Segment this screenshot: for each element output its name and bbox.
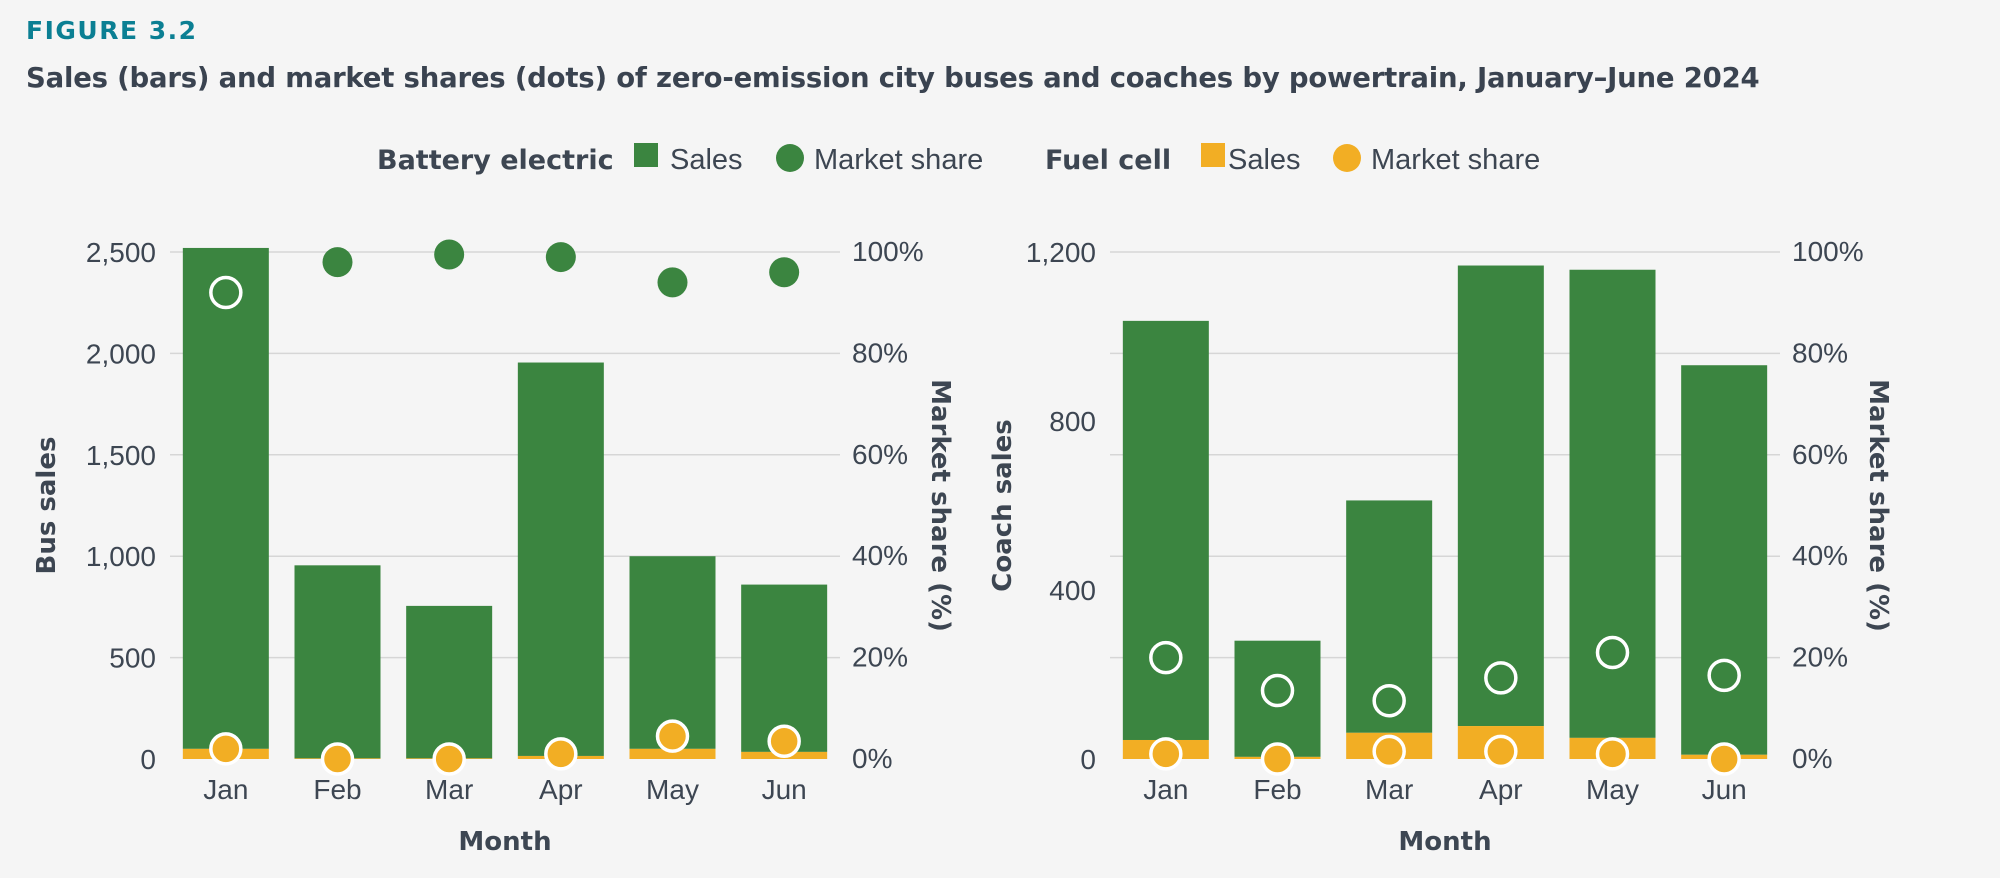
legend-square-marker <box>634 143 658 167</box>
fuel-cell-share-dot <box>1707 742 1741 776</box>
y2-tick-label: 0% <box>1792 743 1832 774</box>
battery-electric-bar <box>741 584 828 752</box>
legend-label: Market share <box>814 144 983 176</box>
battery-electric-share-dot <box>434 239 465 270</box>
x-axis-title: Month <box>458 827 551 857</box>
y2-tick-label: 40% <box>1792 540 1848 571</box>
x-tick-label: Jun <box>1702 774 1747 805</box>
legend-heading: Fuel cell <box>1045 145 1171 176</box>
battery-electric-share-dot <box>209 275 243 310</box>
x-tick-label: May <box>646 774 699 805</box>
battery-electric-bar <box>1457 265 1544 727</box>
battery-electric-share-dot <box>657 267 688 298</box>
legend-circle-marker <box>1333 144 1361 172</box>
y-tick-label: 400 <box>1049 575 1096 606</box>
y2-axis-title: Market share (%) <box>925 379 955 632</box>
x-tick-label: Apr <box>539 774 583 805</box>
fuel-cell-share-dot <box>432 742 466 776</box>
fuel-cell-share-dot <box>655 719 690 753</box>
battery-electric-share-dot <box>545 242 576 273</box>
y2-tick-label: 100% <box>1792 236 1864 267</box>
y-axis-title: Coach sales <box>988 419 1018 592</box>
x-tick-label: Jan <box>203 774 248 805</box>
coach-sales-panel: 0% 20% 40% 60% 80% 100% 0 400 800 1,200 Jan Feb Mar A… <box>988 236 1893 857</box>
y2-tick-label: 40% <box>852 540 908 571</box>
y2-axis-title: Market share (%) <box>1863 379 1893 632</box>
y-axis-title: Bus sales <box>32 437 62 575</box>
y-tick-label: 2,000 <box>86 338 156 369</box>
fuel-cell-share-dot <box>1484 734 1518 769</box>
legend-heading: Battery electric <box>377 145 614 176</box>
fuel-cell-share-dot <box>1149 737 1183 771</box>
x-tick-label: May <box>1586 774 1639 805</box>
battery-electric-share-dot <box>1484 661 1518 695</box>
fuel-cell-share-dot <box>767 724 801 759</box>
battery-electric-bar <box>294 565 381 759</box>
legend-square-marker <box>1201 143 1225 167</box>
y2-tick-label: 80% <box>852 337 908 368</box>
y-tick-label: 1,200 <box>1026 237 1096 268</box>
fuel-cell-share-dot <box>209 732 243 766</box>
battery-electric-share-dot <box>1707 658 1741 693</box>
battery-electric-share-dot <box>1595 635 1630 670</box>
y2-tick-label: 20% <box>852 642 908 673</box>
x-tick-label: Feb <box>313 774 361 805</box>
y2-tick-label: 60% <box>1792 439 1848 470</box>
fuel-cell-share-dot <box>1595 737 1630 771</box>
x-tick-label: Apr <box>1479 774 1523 805</box>
fuel-cell-share-dot <box>1260 742 1295 776</box>
y2-tick-label: 80% <box>1792 337 1848 368</box>
battery-electric-bar <box>1122 320 1209 740</box>
battery-electric-bar <box>629 556 716 749</box>
y2-tick-label: 60% <box>852 439 908 470</box>
battery-electric-share-dot <box>769 257 800 288</box>
battery-electric-share-dot <box>1372 683 1406 718</box>
y-tick-label: 0 <box>140 744 156 775</box>
y-tick-label: 1,500 <box>86 440 156 471</box>
x-tick-label: Jun <box>762 774 807 805</box>
battery-electric-bar <box>517 362 604 756</box>
figure-label: FIGURE 3.2 <box>26 16 198 45</box>
y2-tick-label: 20% <box>1792 642 1848 673</box>
battery-electric-share-dot <box>1149 640 1183 675</box>
legend-label: Sales <box>670 144 743 176</box>
legend-circle-marker <box>776 144 804 172</box>
battery-electric-share-dot <box>322 247 353 278</box>
x-tick-label: Mar <box>1365 774 1413 805</box>
y-tick-label: 0 <box>1080 744 1096 775</box>
fuel-cell-share-dot <box>1372 734 1406 769</box>
fuel-cell-share-dot <box>544 737 578 771</box>
x-tick-label: Jan <box>1143 774 1188 805</box>
x-tick-label: Mar <box>425 774 473 805</box>
y-tick-label: 1,000 <box>86 541 156 572</box>
legend-label: Sales <box>1228 144 1301 176</box>
chart-title: Sales (bars) and market shares (dots) of… <box>26 62 1760 94</box>
legend: Battery electric Sales Market share Fuel ce… <box>377 143 1540 176</box>
battery-electric-bar <box>406 605 493 759</box>
y-tick-label: 500 <box>109 643 156 674</box>
battery-electric-bar <box>1681 365 1768 755</box>
bus-sales-panel: 0% 20% 40% 60% 80% 100% 0 500 1,000 1,500 2,000 2,5… <box>32 236 955 857</box>
battery-electric-share-dot <box>1260 673 1295 708</box>
x-axis-title: Month <box>1398 827 1491 857</box>
fuel-cell-bar <box>629 748 716 759</box>
x-tick-label: Feb <box>1253 774 1301 805</box>
legend-label: Market share <box>1371 144 1540 176</box>
y2-tick-label: 0% <box>852 743 892 774</box>
battery-electric-bar <box>182 247 269 749</box>
y-tick-label: 800 <box>1049 406 1096 437</box>
y-tick-label: 2,500 <box>86 237 156 268</box>
y2-tick-label: 100% <box>852 236 924 267</box>
fuel-cell-share-dot <box>320 742 355 776</box>
